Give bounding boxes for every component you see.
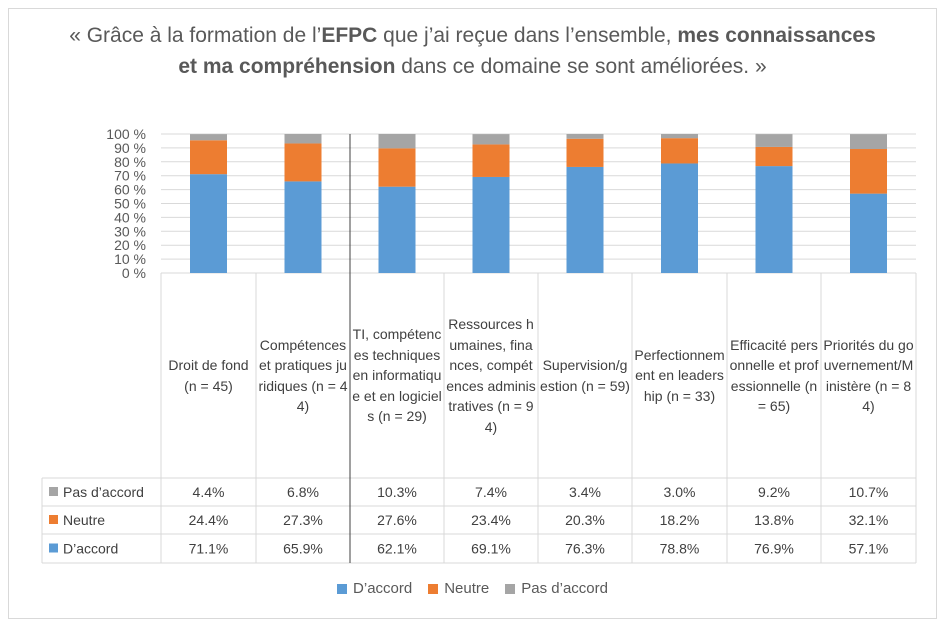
y-tick-label: 40 % xyxy=(114,209,146,225)
table-row-swatch xyxy=(49,487,58,496)
category-label-text: Supervision/gestion (n = 59) xyxy=(540,357,630,394)
bar-segment xyxy=(755,166,793,273)
category-label-text: Priorités du gouvernement/Ministère (n =… xyxy=(823,336,914,415)
table-row-swatch xyxy=(49,543,58,553)
table-cell-value: 65.9% xyxy=(283,541,323,557)
legend-swatch-pas-d-accord xyxy=(505,583,516,594)
category-label: Efficacité personnelle et professionnell… xyxy=(727,273,821,478)
table-cell-value: 32.1% xyxy=(849,512,889,528)
y-tick-label: 100 % xyxy=(106,126,146,142)
y-tick-label: 50 % xyxy=(114,196,146,212)
bar-segment xyxy=(284,181,322,273)
table-cell-value: 78.8% xyxy=(660,541,700,557)
bar-segment xyxy=(661,134,698,139)
table-cell-value: 10.7% xyxy=(849,484,889,500)
legend-label-d-accord: D’accord xyxy=(353,580,413,597)
category-label-text: Compétences et pratiques juridiques (n =… xyxy=(258,336,348,415)
table-cell-value: 9.2% xyxy=(758,484,790,500)
table-cell-value: 3.4% xyxy=(569,484,601,500)
y-tick-label: 90 % xyxy=(114,140,146,156)
category-label: Compétences et pratiques juridiques (n =… xyxy=(256,273,350,478)
bar-segment xyxy=(850,134,887,150)
table-cell-value: 76.3% xyxy=(565,541,605,557)
bar-segment xyxy=(566,166,604,273)
table-cell-value: 18.2% xyxy=(660,512,700,528)
y-tick-label: 80 % xyxy=(114,154,146,170)
category-label-text: TI, compétences techniques en informatiq… xyxy=(352,326,442,425)
chart-title: « Grâce à la formation de l’EFPC que j’a… xyxy=(60,20,885,82)
table-cell-value: 62.1% xyxy=(377,541,417,557)
table-row-label: Pas d’accord xyxy=(63,484,144,500)
table-cell-value: 6.8% xyxy=(287,484,319,500)
bar-segment xyxy=(284,143,322,182)
bar-segment xyxy=(378,148,416,187)
table-cell-value: 13.8% xyxy=(754,512,794,528)
bar-segment xyxy=(566,138,604,167)
table-cell-value: 20.3% xyxy=(565,512,605,528)
y-tick-label: 70 % xyxy=(114,168,146,184)
table-cell-value: 23.4% xyxy=(471,512,511,528)
table-row-label: Neutre xyxy=(63,512,105,528)
table-cell-value: 10.3% xyxy=(377,484,417,500)
bar-segment xyxy=(378,186,416,273)
bar-segment xyxy=(850,193,887,273)
category-label-text: Perfectionnement en leadership (n = 33) xyxy=(634,346,725,404)
bar-segment xyxy=(190,134,227,141)
legend-swatch-d-accord xyxy=(337,583,348,594)
y-tick-label: 60 % xyxy=(114,182,146,198)
table-cell-value: 27.3% xyxy=(283,512,323,528)
legend-item-neutre: Neutre xyxy=(428,580,489,597)
bar-segment xyxy=(755,134,793,147)
category-label: TI, compétences techniques en informatiq… xyxy=(350,273,444,478)
table-cell-value: 57.1% xyxy=(849,541,889,557)
category-label: Droit de fond (n = 45) xyxy=(161,273,256,478)
table-cell-value: 27.6% xyxy=(377,512,417,528)
table-cell-value: 71.1% xyxy=(189,541,229,557)
table-cell-value: 69.1% xyxy=(471,541,511,557)
category-label-text: Ressources humaines, finances, compétenc… xyxy=(446,316,536,435)
legend: D’accord Neutre Pas d’accord xyxy=(0,580,945,597)
bar-segment xyxy=(661,163,698,273)
bar-segment xyxy=(566,134,604,139)
category-label: Perfectionnement en leadership (n = 33) xyxy=(632,273,727,478)
bar-segment xyxy=(472,176,510,273)
table-cell-value: 4.4% xyxy=(193,484,225,500)
table-cell-value: 7.4% xyxy=(475,484,507,500)
y-tick-label: 10 % xyxy=(114,251,146,267)
title-part-3: que j’ai reçue dans l’ensemble, xyxy=(377,24,678,47)
table-cell-value: 76.9% xyxy=(754,541,794,557)
bar-segment xyxy=(755,146,793,167)
legend-swatch-neutre xyxy=(428,583,439,594)
legend-item-d-accord: D’accord xyxy=(337,580,412,597)
table-cell-value: 3.0% xyxy=(664,484,696,500)
bar-segment xyxy=(378,134,416,149)
legend-label-neutre: Neutre xyxy=(444,580,490,597)
bar-segment xyxy=(850,149,887,194)
category-label: Priorités du gouvernement/Ministère (n =… xyxy=(821,273,916,478)
category-label: Supervision/gestion (n = 59) xyxy=(538,273,632,478)
table-row-swatch xyxy=(49,515,58,524)
y-tick-label: 0 % xyxy=(122,265,146,281)
title-part-5: dans ce domaine se sont améliorées. » xyxy=(395,55,767,78)
title-part-1: « Grâce à la formation de l’ xyxy=(69,24,322,47)
bar-segment xyxy=(284,134,322,144)
category-label: Ressources humaines, finances, compétenc… xyxy=(444,273,538,478)
y-tick-label: 20 % xyxy=(114,237,146,253)
title-part-4: mes connaissances et ma compréhension xyxy=(178,24,876,78)
category-label-text: Efficacité personnelle et professionnell… xyxy=(729,336,819,415)
bar-segment xyxy=(661,138,698,164)
legend-item-pas-d-accord: Pas d’accord xyxy=(505,580,608,597)
bar-segment xyxy=(472,144,510,177)
table-row-label: D’accord xyxy=(63,541,118,557)
bar-segment xyxy=(472,134,510,145)
y-tick-label: 30 % xyxy=(114,223,146,239)
legend-label-pas-d-accord: Pas d’accord xyxy=(521,580,608,597)
bar-segment xyxy=(190,140,227,175)
chart-frame xyxy=(8,8,937,619)
table-cell-value: 24.4% xyxy=(189,512,229,528)
category-label-text: Droit de fond (n = 45) xyxy=(168,357,249,394)
bar-segment xyxy=(190,174,227,273)
title-part-2: EFPC xyxy=(321,24,378,47)
